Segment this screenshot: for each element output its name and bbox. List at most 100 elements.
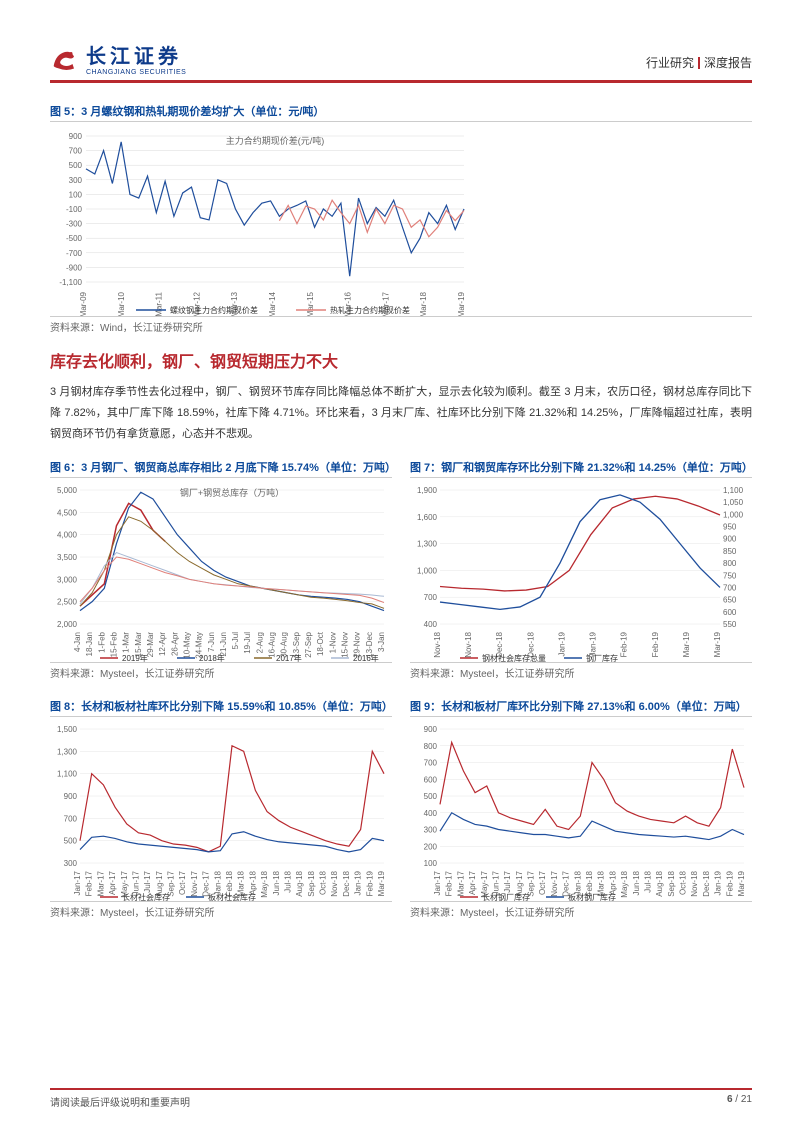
svg-text:3,500: 3,500 bbox=[57, 553, 78, 562]
svg-text:Jan-19: Jan-19 bbox=[354, 870, 363, 895]
fig7-source: 资料来源：Mysteel，长江证券研究所 bbox=[410, 662, 752, 680]
svg-text:1,300: 1,300 bbox=[57, 747, 78, 756]
section-title: 库存去化顺利，钢厂、钢贸短期压力不大 bbox=[50, 348, 752, 372]
svg-text:Jul-17: Jul-17 bbox=[503, 870, 512, 892]
svg-text:700: 700 bbox=[723, 583, 737, 592]
svg-text:4,500: 4,500 bbox=[57, 508, 78, 517]
svg-text:21-Jun: 21-Jun bbox=[219, 632, 228, 656]
header-category: 行业研究 深度报告 bbox=[646, 54, 752, 71]
svg-text:Feb-17: Feb-17 bbox=[85, 870, 94, 896]
svg-text:Jun-17: Jun-17 bbox=[131, 870, 140, 895]
svg-text:7-Jun: 7-Jun bbox=[207, 632, 216, 652]
svg-text:Oct-18: Oct-18 bbox=[679, 870, 688, 895]
header-right-secondary: 深度报告 bbox=[704, 54, 752, 71]
logo-en-text: CHANGJIANG SECURITIES bbox=[86, 69, 186, 76]
svg-text:600: 600 bbox=[723, 607, 737, 616]
fig9-source: 资料来源：Mysteel，长江证券研究所 bbox=[410, 901, 752, 919]
svg-text:1,500: 1,500 bbox=[57, 725, 78, 734]
fig7-chart: 4007001,0001,3001,6001,90055060065070075… bbox=[410, 482, 752, 662]
svg-text:18-Oct: 18-Oct bbox=[316, 631, 325, 656]
svg-text:Jun-18: Jun-18 bbox=[632, 870, 641, 895]
svg-text:Apr-17: Apr-17 bbox=[468, 870, 477, 895]
svg-text:5-Jul: 5-Jul bbox=[231, 631, 240, 649]
svg-text:850: 850 bbox=[723, 547, 737, 556]
svg-text:550: 550 bbox=[723, 620, 737, 629]
svg-text:-700: -700 bbox=[66, 249, 83, 258]
svg-text:Jan-18: Jan-18 bbox=[573, 870, 582, 895]
svg-text:Jul-18: Jul-18 bbox=[283, 870, 292, 892]
svg-text:700: 700 bbox=[69, 147, 83, 156]
svg-text:Apr-17: Apr-17 bbox=[108, 870, 117, 895]
svg-text:长材社会库存: 长材社会库存 bbox=[122, 892, 170, 901]
fig8-source: 资料来源：Mysteel，长江证券研究所 bbox=[50, 901, 392, 919]
svg-text:Feb-19: Feb-19 bbox=[651, 631, 660, 657]
svg-text:板材钢厂库存: 板材钢厂库存 bbox=[568, 892, 616, 901]
fig6-title: 图 6：3 月钢厂、钢贸商总库存相比 2 月底下降 15.74%（单位：万吨） bbox=[50, 459, 392, 478]
svg-text:500: 500 bbox=[69, 161, 83, 170]
dragon-logo-icon bbox=[50, 43, 80, 73]
svg-text:Jul-17: Jul-17 bbox=[143, 870, 152, 892]
fig5-chart: -1,100-900-700-500-300-10010030050070090… bbox=[50, 126, 752, 316]
svg-text:800: 800 bbox=[723, 559, 737, 568]
svg-text:400: 400 bbox=[424, 808, 438, 817]
fig7-title: 图 7：钢厂和钢贸库存环比分别下降 21.32%和 14.25%（单位：万吨） bbox=[410, 459, 752, 478]
svg-text:700: 700 bbox=[424, 758, 438, 767]
fig8-title: 图 8：长材和板材社库环比分别下降 15.59%和 10.85%（单位：万吨） bbox=[50, 698, 392, 717]
svg-text:700: 700 bbox=[424, 593, 438, 602]
svg-text:Jun-18: Jun-18 bbox=[272, 870, 281, 895]
svg-text:-500: -500 bbox=[66, 234, 83, 243]
svg-text:950: 950 bbox=[723, 522, 737, 531]
svg-text:Feb-17: Feb-17 bbox=[445, 870, 454, 896]
svg-text:Mar-19: Mar-19 bbox=[457, 291, 466, 316]
svg-text:1,300: 1,300 bbox=[417, 539, 438, 548]
svg-text:27-Sep: 27-Sep bbox=[304, 631, 313, 657]
svg-text:500: 500 bbox=[64, 836, 78, 845]
fig6-chart: 2,0002,5003,0003,5004,0004,5005,0004-Jan… bbox=[50, 482, 392, 662]
header-right-primary: 行业研究 bbox=[646, 54, 694, 71]
svg-text:Jan-19: Jan-19 bbox=[557, 631, 566, 656]
svg-text:Mar-19: Mar-19 bbox=[377, 870, 386, 896]
header-rule bbox=[50, 80, 752, 83]
svg-text:100: 100 bbox=[69, 190, 83, 199]
fig6-source: 资料来源：Mysteel，长江证券研究所 bbox=[50, 662, 392, 680]
svg-text:Mar-19: Mar-19 bbox=[737, 870, 746, 896]
svg-text:1-Mar: 1-Mar bbox=[122, 631, 131, 652]
svg-text:4,000: 4,000 bbox=[57, 530, 78, 539]
svg-text:1,000: 1,000 bbox=[417, 566, 438, 575]
svg-text:10-May: 10-May bbox=[182, 632, 191, 659]
svg-text:1,900: 1,900 bbox=[417, 486, 438, 495]
svg-text:900: 900 bbox=[69, 132, 83, 141]
fig5-source: 资料来源：Wind，长江证券研究所 bbox=[50, 316, 752, 334]
svg-text:Aug-18: Aug-18 bbox=[295, 870, 304, 896]
svg-text:Oct-17: Oct-17 bbox=[178, 870, 187, 895]
svg-text:600: 600 bbox=[424, 775, 438, 784]
svg-text:15-Nov: 15-Nov bbox=[341, 632, 350, 658]
svg-text:1,100: 1,100 bbox=[723, 486, 744, 495]
svg-text:18-Jan: 18-Jan bbox=[85, 632, 94, 656]
svg-text:1,600: 1,600 bbox=[417, 512, 438, 521]
svg-text:May-18: May-18 bbox=[620, 870, 629, 897]
svg-text:Nov-18: Nov-18 bbox=[330, 870, 339, 896]
svg-text:-1,100: -1,100 bbox=[59, 278, 82, 287]
svg-text:1-Feb: 1-Feb bbox=[97, 631, 106, 652]
svg-text:Dec-18: Dec-18 bbox=[702, 870, 711, 896]
svg-text:主力合约期现价差(元/吨): 主力合约期现价差(元/吨) bbox=[226, 135, 325, 146]
svg-text:板材社会库存: 板材社会库存 bbox=[208, 892, 256, 901]
svg-text:Mar-14: Mar-14 bbox=[268, 291, 277, 316]
svg-text:100: 100 bbox=[424, 859, 438, 868]
svg-text:650: 650 bbox=[723, 595, 737, 604]
page-footer: 请阅读最后评级说明和重要声明 6 / 21 bbox=[50, 1088, 752, 1109]
svg-text:2-Aug: 2-Aug bbox=[255, 632, 264, 653]
svg-text:-300: -300 bbox=[66, 220, 83, 229]
svg-text:Mar-19: Mar-19 bbox=[682, 631, 691, 657]
svg-text:19-Jul: 19-Jul bbox=[243, 631, 252, 653]
svg-text:900: 900 bbox=[424, 725, 438, 734]
svg-text:Sep-18: Sep-18 bbox=[667, 870, 676, 896]
fig5-title: 图 5：3 月螺纹钢和热轧期现价差均扩大（单位：元/吨） bbox=[50, 103, 752, 122]
svg-text:Apr-18: Apr-18 bbox=[608, 870, 617, 895]
svg-text:12-Apr: 12-Apr bbox=[158, 631, 167, 655]
svg-text:3-Jan: 3-Jan bbox=[377, 632, 386, 652]
svg-text:4-Jan: 4-Jan bbox=[73, 632, 82, 652]
svg-text:Aug-18: Aug-18 bbox=[655, 870, 664, 896]
svg-text:长材钢厂库存: 长材钢厂库存 bbox=[482, 892, 530, 901]
